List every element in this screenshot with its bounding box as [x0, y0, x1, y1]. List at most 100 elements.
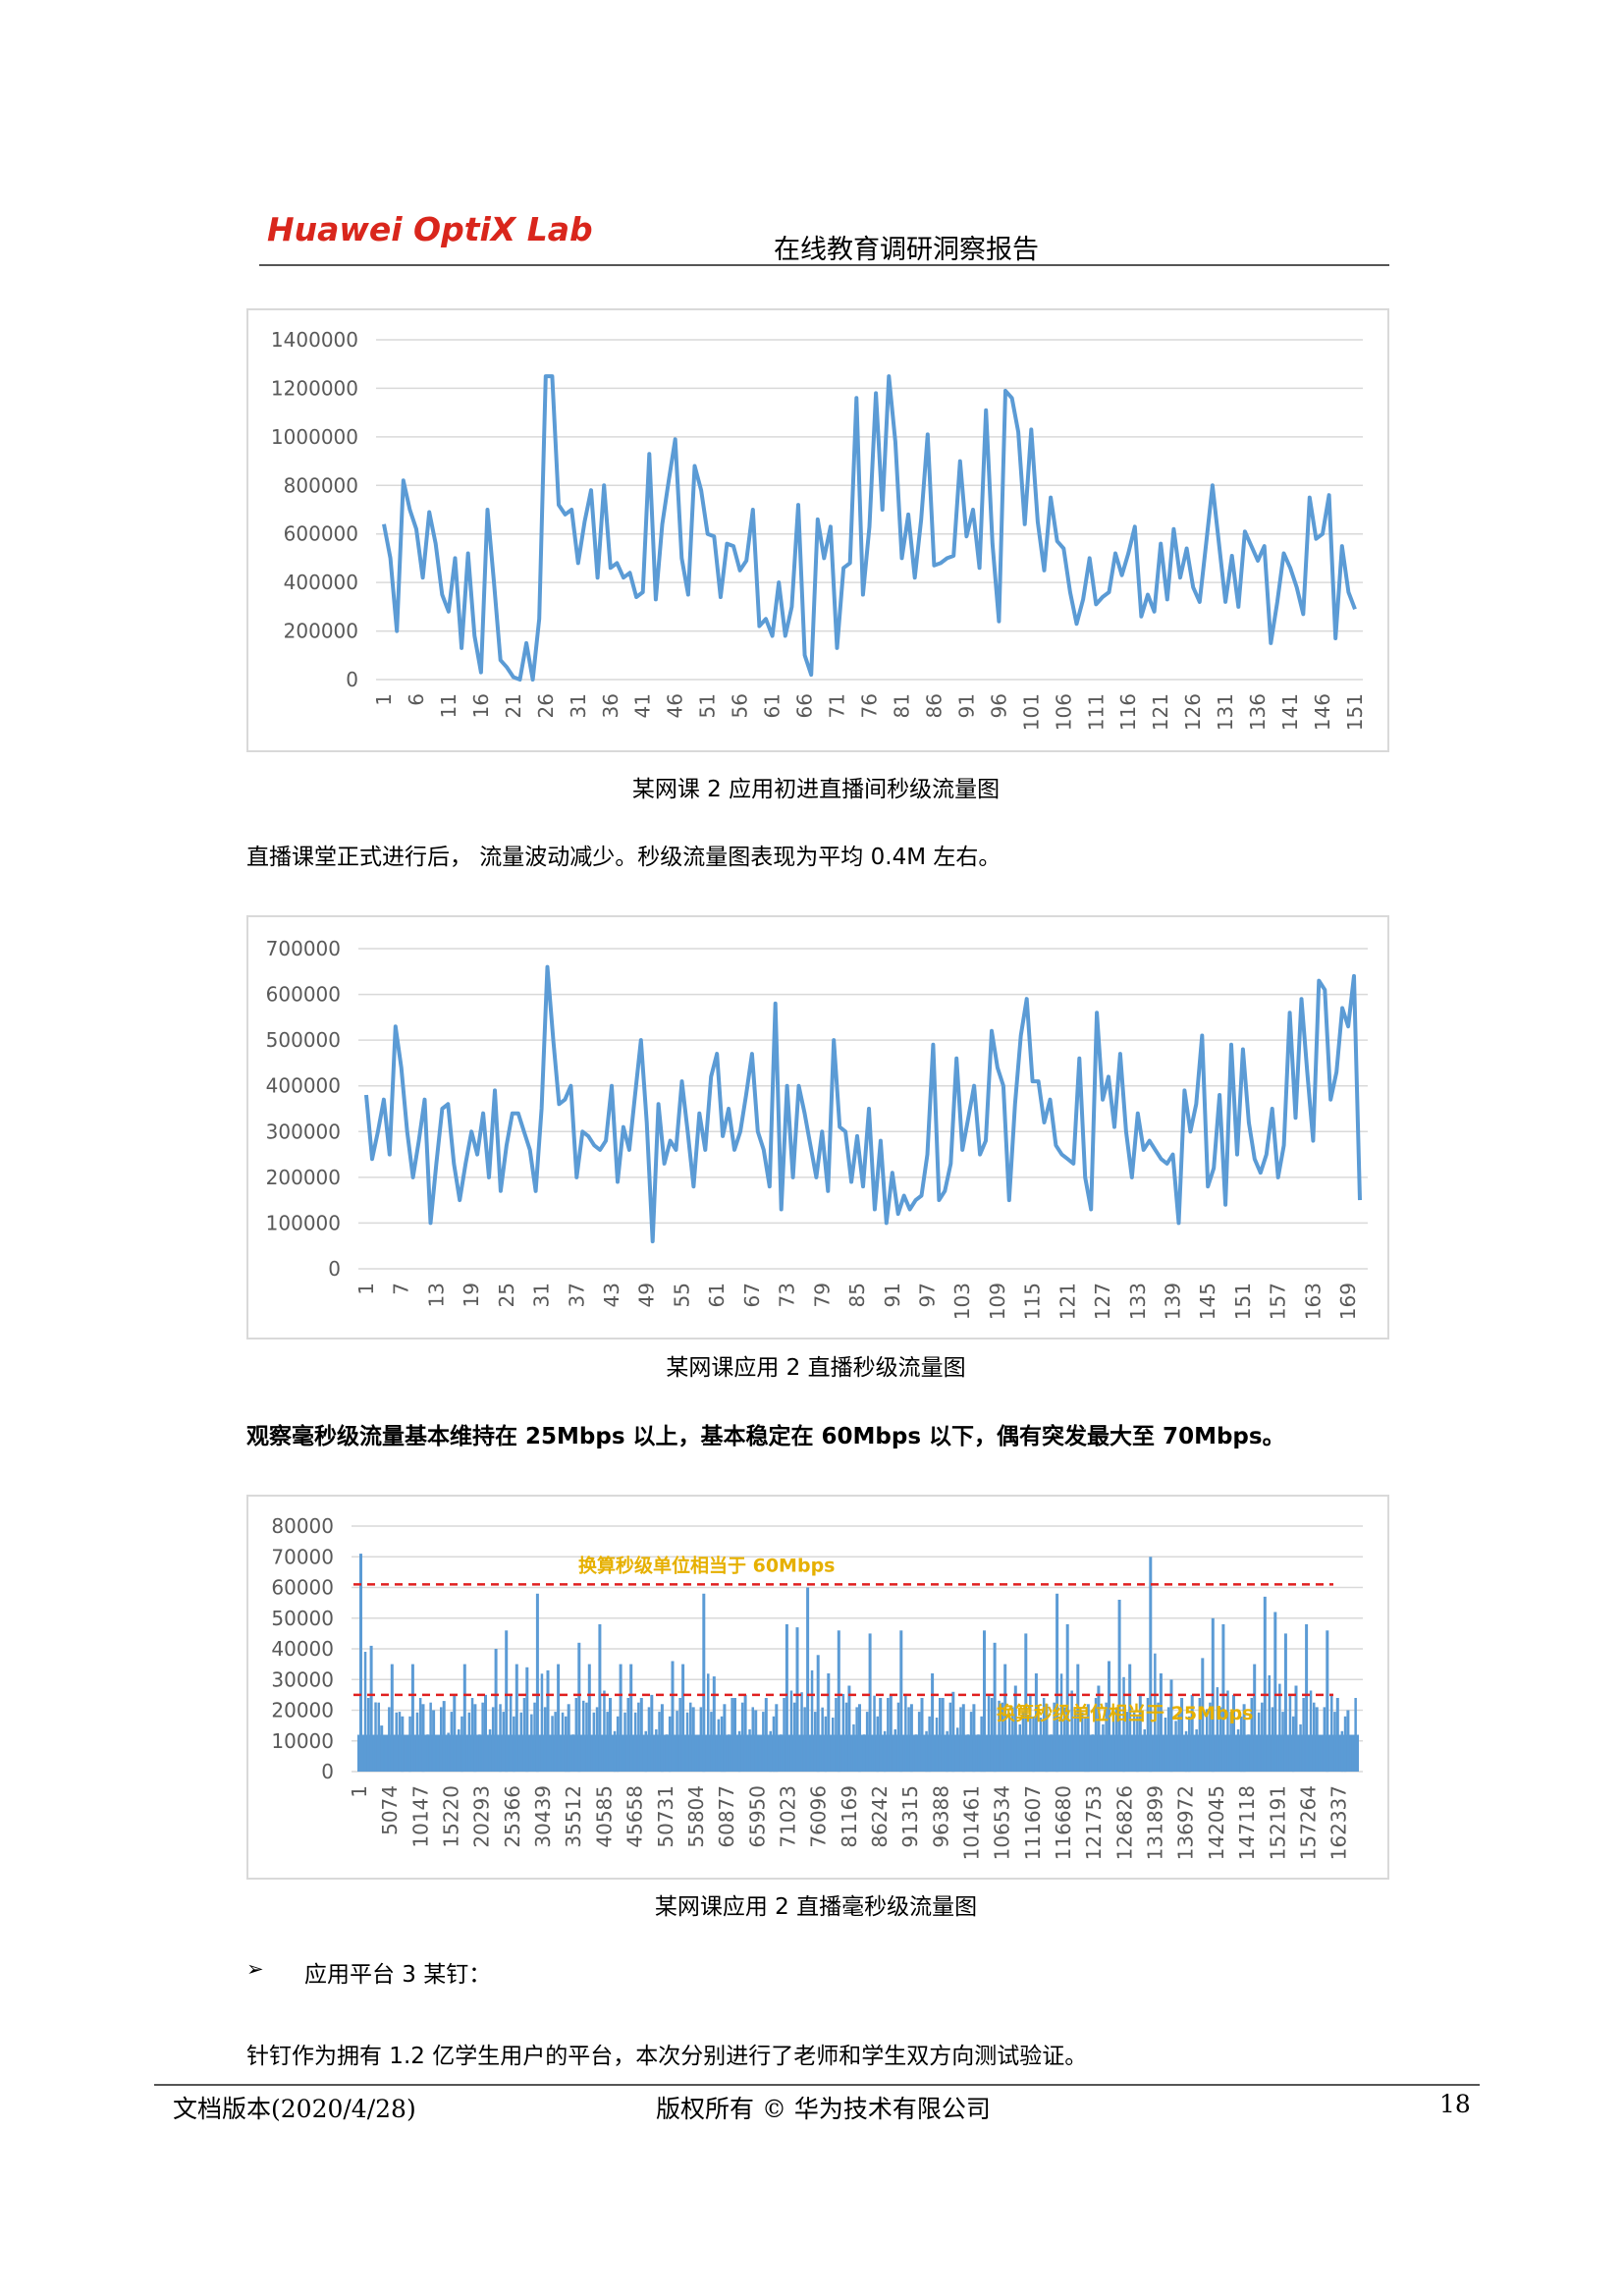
chart-1-ytick-label: 800000 [284, 473, 358, 497]
chart-3-bar [462, 1664, 466, 1772]
chart-3-bar [1343, 1716, 1347, 1773]
chart-3-bar [533, 1702, 536, 1772]
chart-3-bar [959, 1707, 962, 1772]
chart-3-bar [948, 1702, 952, 1772]
chart-3-bar [1013, 1685, 1017, 1772]
chart-3-bar [366, 1698, 370, 1772]
chart-3-bar [1166, 1707, 1170, 1772]
chart-3-xtick-label: 152191 [1266, 1785, 1289, 1860]
chart-3-bar [789, 1690, 793, 1772]
chart-3-bar [928, 1716, 931, 1773]
chart-3-bar [1097, 1685, 1101, 1772]
footer-rule [154, 2084, 1480, 2086]
chart-3-bar [447, 1732, 450, 1772]
chart-2-xtick-label: 7 [390, 1283, 413, 1295]
chart-2-xtick-label: 133 [1126, 1283, 1150, 1320]
chart-3-bar [1340, 1730, 1344, 1773]
chart-3-bar [941, 1698, 945, 1772]
chart-3-bar [1059, 1673, 1063, 1772]
chart-2-xtick-label: 19 [460, 1283, 483, 1307]
chart-3-bar [519, 1712, 522, 1772]
chart-1-xtick-label: 96 [987, 693, 1010, 718]
chart-1-xtick-label: 81 [890, 693, 913, 718]
chart-3-bar [676, 1711, 678, 1772]
chart-3-bar [567, 1704, 570, 1773]
chart-3-bar [920, 1698, 924, 1772]
chart-3-bar [806, 1587, 810, 1772]
chart-3-bar [1221, 1624, 1225, 1772]
chart-3-bar [1018, 1723, 1021, 1772]
chart-3-ytick-label: 0 [321, 1760, 334, 1783]
chart-3-bar [1273, 1612, 1277, 1772]
chart-3-bar [1333, 1712, 1336, 1772]
chart-3-bar [862, 1734, 866, 1772]
chart-3-bar [426, 1734, 429, 1772]
chart-3-bar [616, 1716, 620, 1773]
chart-3-bar [432, 1710, 436, 1772]
chart-3-bar [1122, 1676, 1125, 1773]
chart-3-bar [1086, 1704, 1090, 1773]
chart-1-xtick-label: 86 [922, 693, 946, 718]
chart-1-series-line [382, 374, 1357, 682]
chart-3-bar [450, 1712, 454, 1772]
chart-3-bar [1034, 1673, 1038, 1772]
chart-3-bar [1291, 1716, 1295, 1773]
chart-3-bar [577, 1642, 581, 1773]
chart-3-bar [1021, 1712, 1025, 1772]
chart-3-bar [844, 1702, 848, 1772]
chart-3-bar [685, 1712, 689, 1772]
chart-1-ytick-label: 0 [346, 668, 358, 691]
chart-1-xtick-label: 141 [1278, 693, 1302, 731]
chart-3-bar [966, 1734, 970, 1772]
chart-3-bar [1326, 1630, 1329, 1773]
chart-2-xtick-label: 115 [1021, 1283, 1045, 1320]
chart-3-bar [1229, 1712, 1232, 1772]
chart-3-bar [554, 1712, 557, 1772]
chart-1-xtick-label: 151 [1343, 693, 1367, 731]
chart-3-bar [969, 1712, 973, 1772]
chart-3-bar [980, 1716, 983, 1773]
chart-3-bar [925, 1730, 928, 1773]
chart-3-bar [395, 1712, 398, 1772]
chart-3-bar [723, 1704, 727, 1773]
chart-1-xtick-label: 31 [567, 693, 590, 718]
chart-3-bar [764, 1698, 768, 1772]
chart-3-xtick-label: 1 [348, 1785, 371, 1798]
chart-1-xtick-label: 26 [534, 693, 558, 718]
chart-3-bar [837, 1630, 840, 1773]
chart-3-bar [408, 1716, 411, 1773]
chart-3-xtick-label: 50731 [654, 1785, 677, 1848]
chart-3-bar [1174, 1721, 1177, 1772]
chart-3-bar [1111, 1711, 1115, 1772]
chart-3-bar [972, 1704, 976, 1773]
chart-1-caption: 某网课 2 应用初进直播间秒级流量图 [631, 777, 1001, 802]
chart-3-bar [369, 1645, 373, 1772]
chart-3-bar [401, 1716, 405, 1773]
chart-3-ytick-label: 70000 [271, 1545, 334, 1568]
paragraph-1: 直播课堂正式进行后， 流量波动减少。秒级流量图表现为平均 0.4M 左右。 [246, 845, 1001, 870]
chart-3-ytick-label: 40000 [271, 1637, 334, 1661]
chart-2-xtick-label: 91 [881, 1283, 904, 1307]
chart-3-xtick-label: 81169 [838, 1785, 861, 1848]
chart-1-xtick-label: 21 [502, 693, 525, 718]
chart-1-xtick-label: 106 [1052, 693, 1075, 731]
chart-3-bar [720, 1716, 724, 1773]
chart-2-xtick-label: 163 [1301, 1283, 1325, 1320]
chart-3-bar [1226, 1690, 1229, 1772]
chart-3-bar [494, 1649, 498, 1772]
chart-3-bar [585, 1702, 588, 1772]
chart-3-bar [1084, 1716, 1087, 1773]
chart-1-xtick-label: 16 [469, 693, 493, 718]
chart-3-bar [1313, 1702, 1316, 1772]
chart-3-bar [484, 1694, 487, 1772]
chart-3: 0 10000 20000 30000 40000 50000 60000 70000 8000… [246, 1495, 1389, 1880]
chart-3-bar [606, 1712, 609, 1772]
chart-3-bar [1045, 1704, 1049, 1773]
chart-3-bar [717, 1719, 721, 1772]
chart-1: 0 200000 400000 600000 800000 1000000 1200000 1… [246, 308, 1389, 752]
chart-3-xtick-label: 55804 [684, 1785, 708, 1848]
chart-3-bar [896, 1702, 900, 1772]
chart-3-bar [883, 1730, 887, 1773]
chart-3-bar [1073, 1712, 1077, 1772]
chart-3-xtick-label: 142045 [1205, 1785, 1228, 1860]
